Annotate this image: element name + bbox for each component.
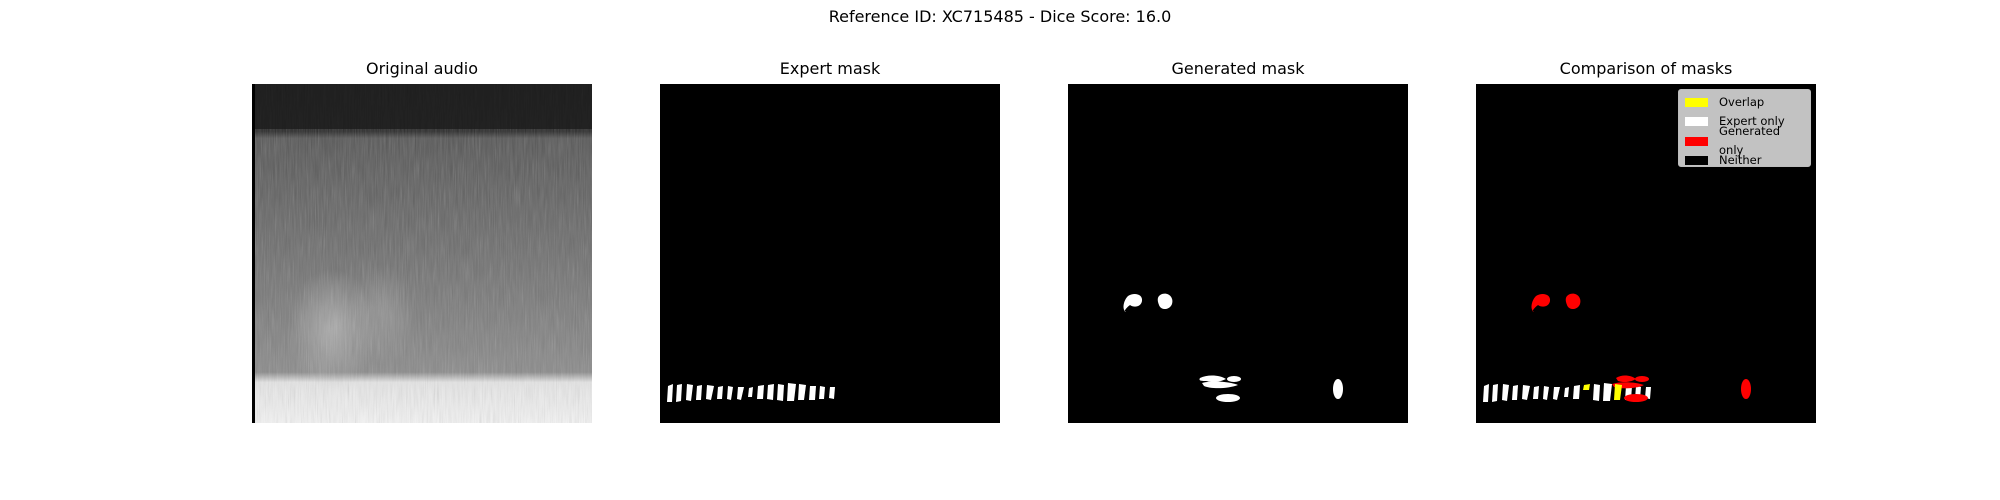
panel-title-generated-mask: Generated mask xyxy=(1171,59,1305,78)
legend-item-neither: Neither xyxy=(1685,151,1804,170)
legend-item-overlap: Overlap xyxy=(1685,93,1804,112)
panel-title-expert-mask: Expert mask xyxy=(779,59,881,78)
neither-swatch xyxy=(1685,156,1708,166)
figure-title: Reference ID: XC715485 - Dice Score: 16.… xyxy=(828,7,1172,26)
legend-label: Expert only xyxy=(1719,114,1785,129)
legend-item-expert-only: Expert only xyxy=(1685,112,1804,131)
legend-label: Neither xyxy=(1719,152,1762,167)
comparison-mask-image: Overlap Expert only Generated only Neith… xyxy=(1476,84,1816,423)
legend-label: Overlap xyxy=(1719,95,1765,109)
expert-only-swatch xyxy=(1685,117,1708,127)
panel-title-original-audio: Original audio xyxy=(365,59,479,78)
legend-label: Generated only xyxy=(1719,123,1781,158)
legend-item-generated-only: Generated only xyxy=(1685,124,1804,157)
overlap-swatch xyxy=(1685,98,1708,108)
expert-mask-image xyxy=(660,84,1000,423)
panel-title-comparison-of-masks: Comparison of masks xyxy=(1559,59,1733,78)
spectrogram-image xyxy=(252,84,592,423)
generated-only-swatch xyxy=(1685,136,1708,146)
generated-mask-image xyxy=(1068,84,1408,423)
mask-legend: Overlap Expert only Generated only Neith… xyxy=(1678,89,1811,167)
